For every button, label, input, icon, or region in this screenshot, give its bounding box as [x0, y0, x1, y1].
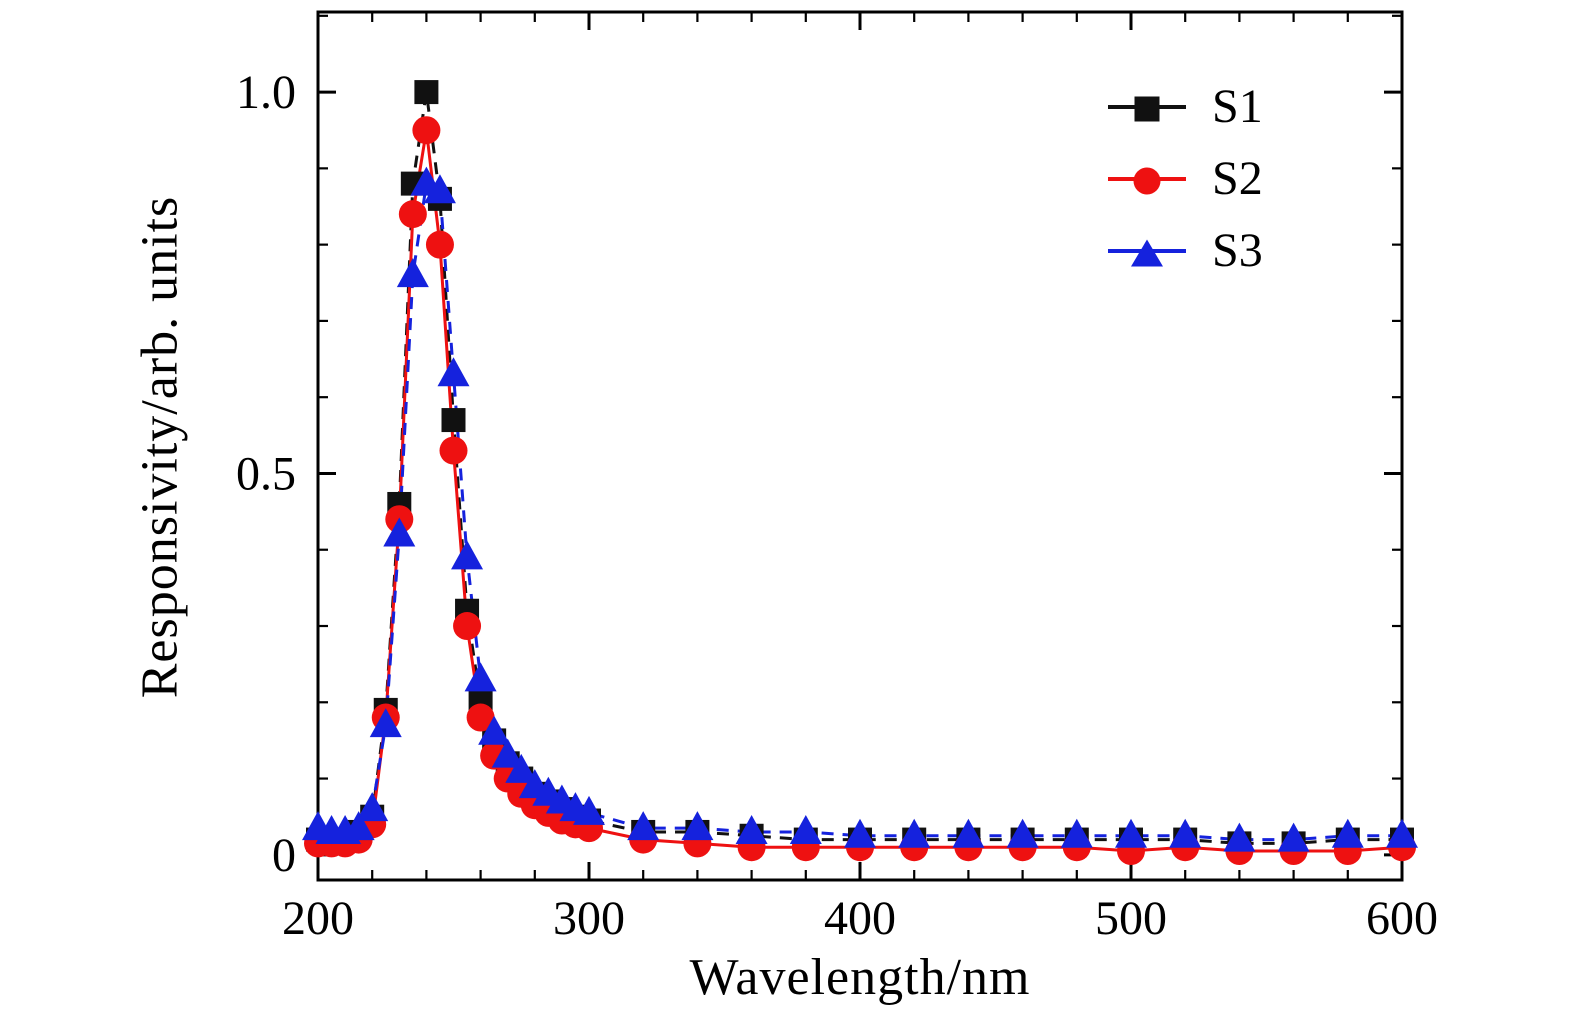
- circle-marker-icon: [1133, 167, 1161, 195]
- y-tick-label: 1.0: [236, 66, 296, 119]
- legend-label-s3: S3: [1212, 224, 1263, 277]
- legend-line-s2: [1108, 167, 1186, 195]
- x-axis-label: Wavelength/nm: [689, 949, 1031, 1006]
- axis-ticks: [316, 12, 1404, 880]
- x-tick-label: 400: [824, 892, 896, 945]
- x-tick-label: 500: [1095, 892, 1167, 945]
- y-tick-label: 0.5: [236, 447, 296, 500]
- legend-item-s2: S2: [1108, 154, 1263, 204]
- legend-line-s1: [1108, 96, 1186, 122]
- x-tick-label: 300: [553, 892, 625, 945]
- legend-label-s2: S2: [1212, 152, 1263, 205]
- axis-tick-labels: 200 300 400 500 600 0 0.5 1.0: [236, 66, 1438, 945]
- y-axis-label: Responsivity/arb. units: [131, 195, 189, 699]
- chart-legend: S1 S2 S3: [1108, 82, 1263, 276]
- x-tick-label: 600: [1366, 892, 1438, 945]
- legend-line-s3: [1108, 239, 1186, 267]
- x-tick-label: 200: [282, 892, 354, 945]
- triangle-marker-icon: [1131, 239, 1163, 267]
- legend-item-s3: S3: [1108, 226, 1263, 276]
- series-s3-markers: [302, 166, 1418, 852]
- legend-item-s1: S1: [1108, 82, 1263, 132]
- legend-label-s1: S1: [1212, 80, 1263, 133]
- square-marker-icon: [1134, 96, 1160, 122]
- y-tick-label: 0: [272, 829, 296, 882]
